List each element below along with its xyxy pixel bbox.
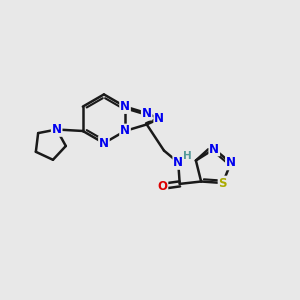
Text: N: N — [120, 100, 130, 113]
Text: O: O — [158, 180, 167, 193]
Text: N: N — [154, 112, 164, 125]
Text: N: N — [142, 106, 152, 120]
Text: N: N — [52, 123, 62, 136]
Text: N: N — [173, 156, 183, 169]
Text: N: N — [226, 156, 236, 170]
Text: N: N — [99, 137, 109, 150]
Text: S: S — [218, 176, 227, 190]
Text: N: N — [209, 142, 219, 155]
Text: H: H — [183, 151, 191, 161]
Text: N: N — [120, 124, 130, 137]
